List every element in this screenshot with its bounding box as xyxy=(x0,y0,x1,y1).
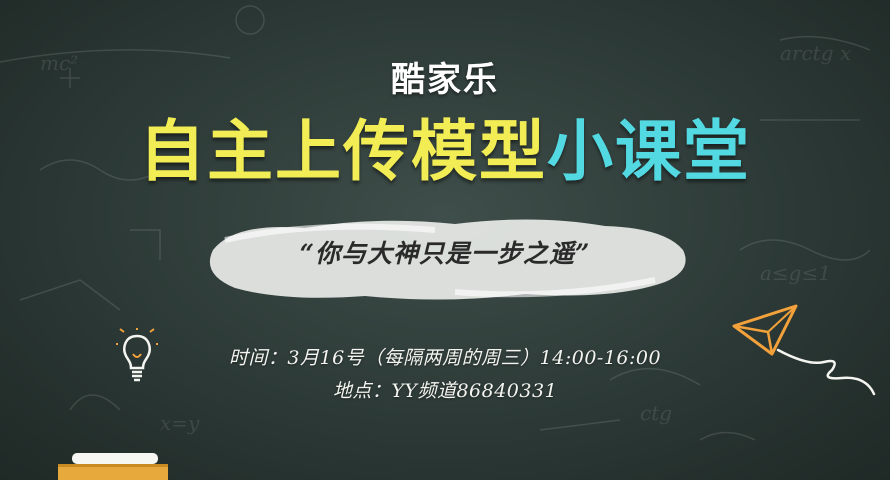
tagline-quote: “你与大神只是一步之遥” xyxy=(299,239,591,268)
svg-text:mc²: mc² xyxy=(40,51,78,75)
schedule-time: 时间：3月16号（每隔两周的周三）14:00-16:00 xyxy=(0,343,890,370)
svg-text:x=y: x=y xyxy=(160,411,200,435)
headline-accent: 小课堂 xyxy=(547,113,751,190)
brand-title: 酷家乐 xyxy=(391,60,499,100)
place-value: YY频道86840331 xyxy=(391,380,558,402)
svg-text:a≤g≤1: a≤g≤1 xyxy=(760,261,831,285)
svg-text:ctg: ctg xyxy=(640,401,672,425)
time-value: 3月16号（每隔两周的周三）14:00-16:00 xyxy=(287,347,662,369)
chalk-icon xyxy=(58,453,168,480)
headline: 自主上传模型小课堂 xyxy=(0,112,890,192)
chalk-smudge xyxy=(209,219,686,300)
paper-plane-icon xyxy=(732,304,876,396)
lightbulb-icon xyxy=(116,328,158,382)
svg-text:arctg x: arctg x xyxy=(780,41,851,65)
place-label: 地点： xyxy=(332,380,392,402)
schedule-place: 地点：YY频道86840331 xyxy=(0,376,890,403)
headline-main: 自主上传模型 xyxy=(139,113,547,190)
time-label: 时间： xyxy=(228,347,288,369)
